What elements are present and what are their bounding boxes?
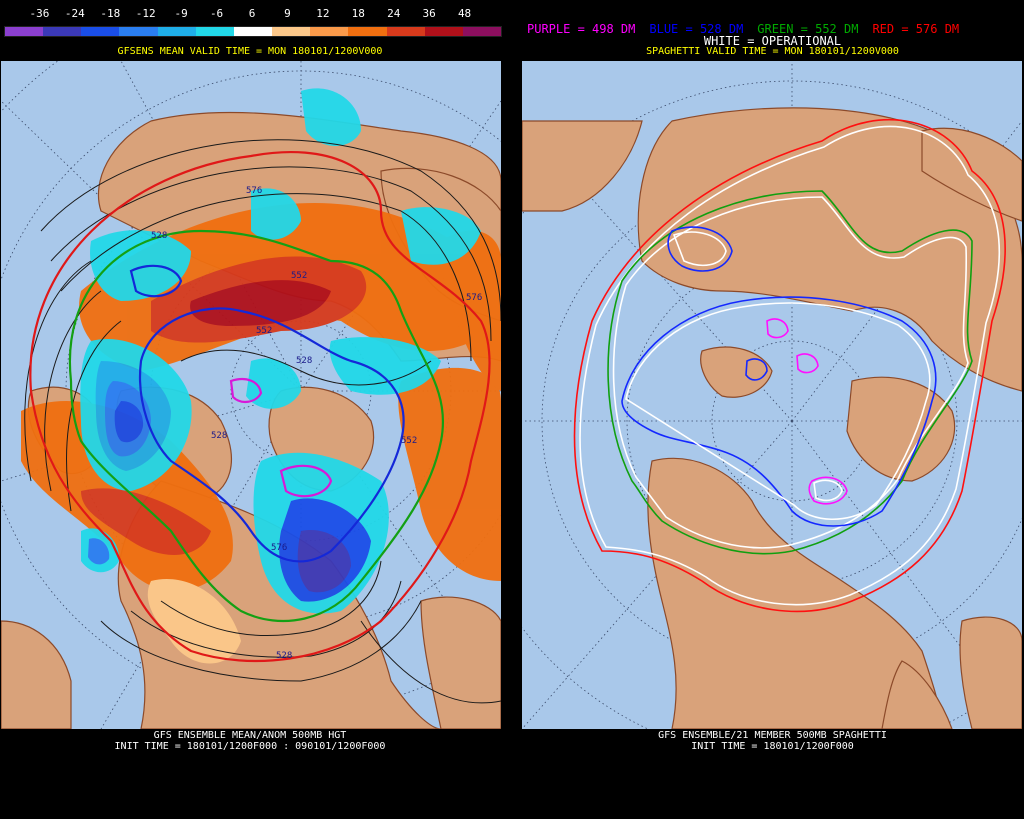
legend-swatch [424,27,463,36]
legend-label: -6 [209,7,224,20]
spaghetti-key-entry: BLUE = 528 DM [649,22,744,36]
legend-swatch [462,27,502,36]
legend-label: -9 [174,7,188,20]
spaghetti-map [522,61,1022,729]
spaghetti-map-graphic [522,61,1022,729]
contour-label: 552 [401,436,418,446]
legend-swatch [310,27,349,36]
legend-label: -12 [135,7,156,20]
legend-label: 36 [422,7,436,20]
left-map-header: GFSENS MEAN VALID TIME = MON 180101/1200… [117,46,383,57]
left-footer-title: GFS ENSEMBLE MEAN/ANOM 500MB HGT [153,730,347,741]
legend-swatch [157,27,196,36]
legend-label: 48 [457,7,472,20]
contour-label: 576 [246,186,263,196]
contour-label: 576 [271,543,288,553]
legend-swatch [272,27,311,36]
contour-label: 552 [256,326,273,336]
anomaly-color-legend: -36 -24 -18 -12 -9 -6 6 9 12 18 24 36 48 [4,4,502,37]
spaghetti-key-entry: GREEN = 552 DM [757,22,859,36]
legend-labels: -36 -24 -18 -12 -9 -6 6 9 12 18 24 36 48 [4,4,500,20]
legend-swatch [119,27,158,36]
legend-swatch [5,27,44,36]
legend-label: -18 [100,7,121,20]
right-footer-title: GFS ENSEMBLE/21 MEMBER 500MB SPAGHETTI [658,730,887,741]
spaghetti-color-key: PURPLE = 498 DM BLUE = 528 DM GREEN = 552 … [527,22,973,36]
operational-key: WHITE = OPERATIONAL [703,34,842,48]
legend-swatch [81,27,120,36]
contour-label: 528 [151,231,168,241]
contour-label: 528 [276,651,293,661]
legend-label: -36 [29,7,50,20]
ensemble-mean-panel: -36 -24 -18 -12 -9 -6 6 9 12 18 24 36 48 GFSENS MEAN… [0,0,502,819]
contour-label: 552 [291,271,308,281]
legend-label: 12 [316,7,330,20]
ensemble-mean-map-graphic [1,61,501,729]
legend-swatch [233,27,273,36]
legend-label: 24 [387,7,401,20]
contour-label: 528 [296,356,313,366]
left-footer-init: INIT TIME = 180101/1200F000 : 090101/120… [114,741,386,752]
legend-label: 6 [248,7,256,20]
right-footer-init: INIT TIME = 180101/1200F000 [691,741,854,752]
spaghetti-key-entry: PURPLE = 498 DM [527,22,636,36]
legend-label: 9 [284,7,291,20]
contour-label: 576 [466,293,483,303]
contour-label: 528 [211,431,228,441]
legend-swatch [348,27,387,36]
legend-swatch [386,27,425,36]
spaghetti-key-entry: RED = 576 DM [872,22,960,36]
panel-divider [502,0,521,819]
legend-color-bar [4,26,502,37]
legend-label: -24 [64,7,85,20]
ensemble-mean-anomaly-map: 528 552 528 576 552 528 576 528 552 576 [1,61,501,729]
right-map-header: SPAGHETTI VALID TIME = MON 180101/1200V0… [646,46,899,57]
legend-swatch [195,27,234,36]
legend-label: 18 [351,7,365,20]
spaghetti-panel: PURPLE = 498 DM BLUE = 528 DM GREEN = 552 … [521,0,1024,819]
legend-swatch [43,27,82,36]
